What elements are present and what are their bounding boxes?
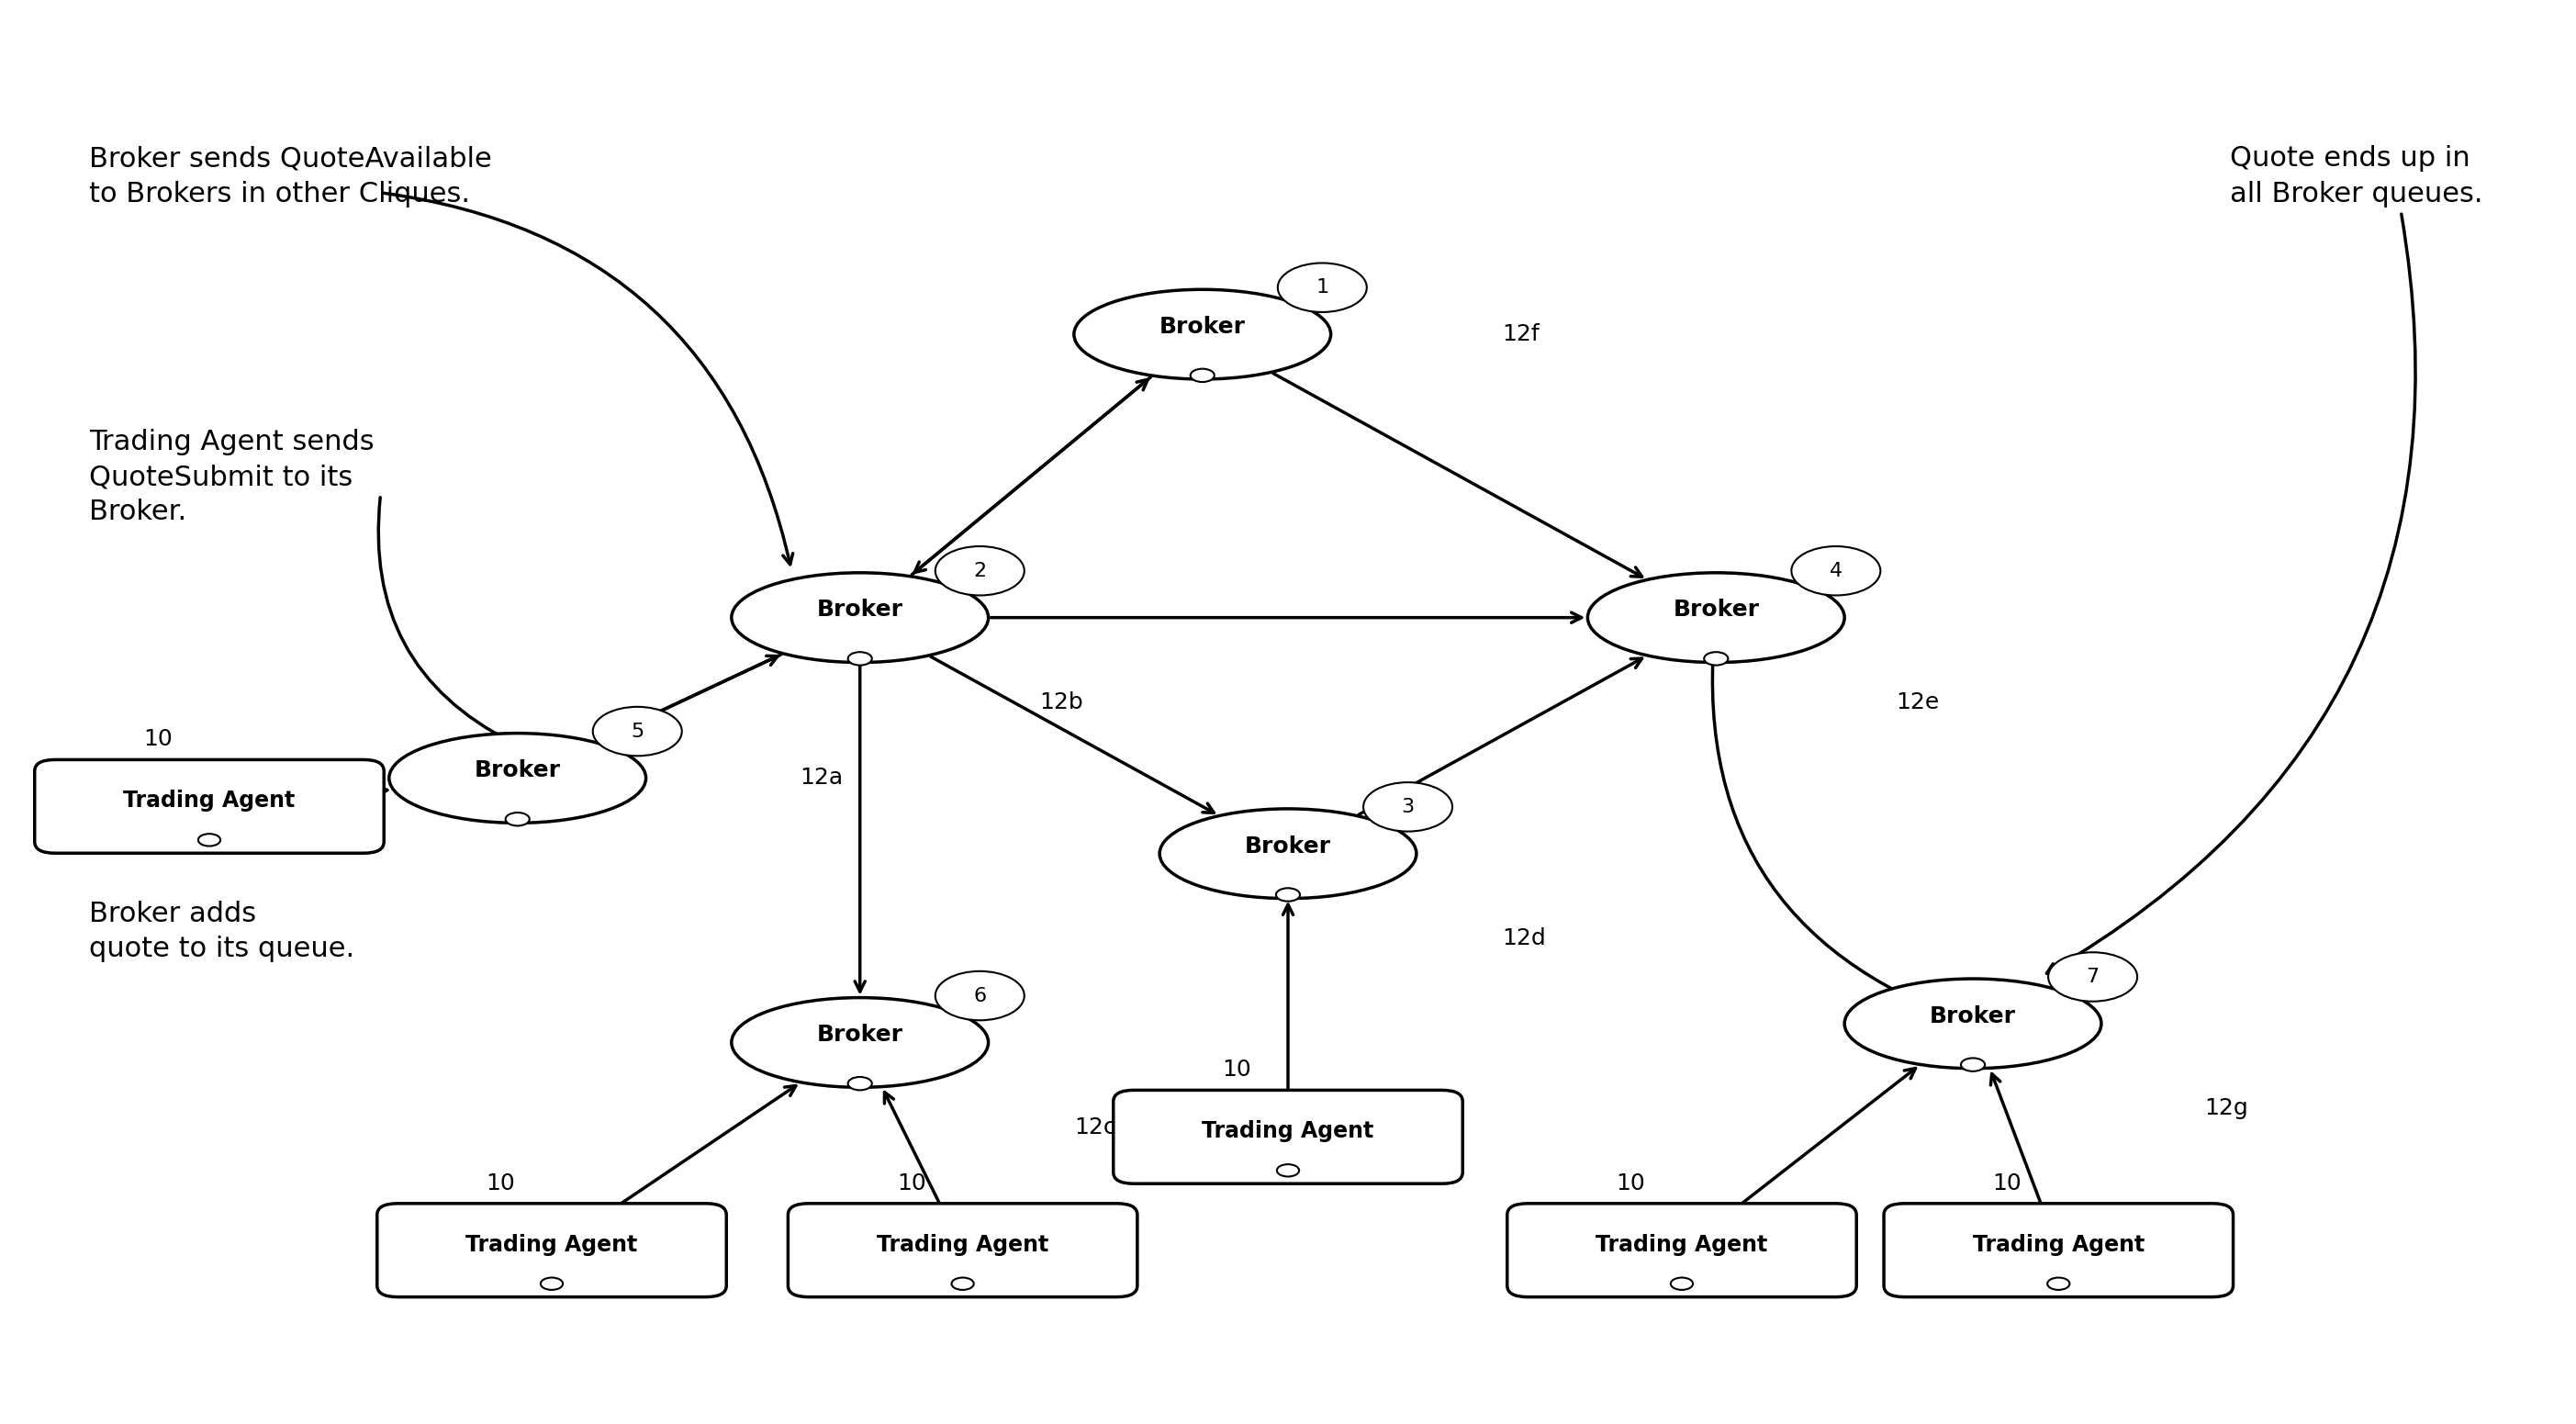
Text: 6: 6 <box>974 987 987 1005</box>
Text: 12c: 12c <box>1074 1116 1115 1138</box>
Text: 10: 10 <box>1615 1172 1646 1195</box>
FancyBboxPatch shape <box>376 1203 726 1297</box>
FancyBboxPatch shape <box>33 759 384 853</box>
Circle shape <box>1275 889 1301 901</box>
FancyBboxPatch shape <box>788 1203 1139 1297</box>
Text: Trading Agent: Trading Agent <box>124 790 296 812</box>
Ellipse shape <box>1844 978 2102 1068</box>
FancyBboxPatch shape <box>1883 1203 2233 1297</box>
Text: 10: 10 <box>896 1172 925 1195</box>
Text: 7: 7 <box>2087 968 2099 985</box>
Text: 12g: 12g <box>2205 1098 2249 1119</box>
Text: Broker: Broker <box>817 1024 904 1047</box>
Text: Broker: Broker <box>1929 1005 2017 1027</box>
Text: Broker: Broker <box>817 600 904 621</box>
Text: 12e: 12e <box>1896 692 1940 713</box>
Text: Trading Agent: Trading Agent <box>1597 1233 1767 1256</box>
Circle shape <box>1672 1277 1692 1290</box>
Text: Broker: Broker <box>1672 600 1759 621</box>
Text: 3: 3 <box>1401 797 1414 816</box>
Ellipse shape <box>389 733 647 823</box>
Circle shape <box>935 971 1025 1020</box>
Text: Trading Agent: Trading Agent <box>1973 1233 2143 1256</box>
Text: Trading Agent: Trading Agent <box>466 1233 639 1256</box>
Text: Trading Agent sends
QuoteSubmit to its
Broker.: Trading Agent sends QuoteSubmit to its B… <box>90 429 374 525</box>
Text: 10: 10 <box>1994 1172 2022 1195</box>
Circle shape <box>848 1077 871 1091</box>
Circle shape <box>592 706 683 756</box>
Circle shape <box>951 1277 974 1290</box>
FancyArrowPatch shape <box>379 497 513 742</box>
Circle shape <box>935 547 1025 595</box>
Text: Broker: Broker <box>474 759 562 782</box>
Circle shape <box>198 834 222 846</box>
Text: Trading Agent: Trading Agent <box>876 1233 1048 1256</box>
Circle shape <box>1278 1165 1298 1176</box>
Text: 10: 10 <box>487 1172 515 1195</box>
Ellipse shape <box>732 998 989 1088</box>
Text: Quote ends up in
all Broker queues.: Quote ends up in all Broker queues. <box>2231 145 2483 206</box>
Circle shape <box>2048 1277 2069 1290</box>
Text: 12b: 12b <box>1041 692 1084 713</box>
Text: 12d: 12d <box>1502 927 1546 950</box>
FancyArrowPatch shape <box>1713 619 1968 1022</box>
Ellipse shape <box>732 572 989 662</box>
Text: Broker: Broker <box>1159 316 1247 337</box>
FancyBboxPatch shape <box>1507 1203 1857 1297</box>
Text: 2: 2 <box>974 561 987 580</box>
Text: Trading Agent: Trading Agent <box>1203 1121 1373 1142</box>
Circle shape <box>1960 1058 1986 1071</box>
FancyArrowPatch shape <box>384 194 793 564</box>
Text: 12a: 12a <box>801 768 842 789</box>
Text: 4: 4 <box>1829 561 1842 580</box>
Circle shape <box>1363 782 1453 832</box>
Circle shape <box>1705 652 1728 665</box>
Circle shape <box>541 1277 564 1290</box>
Text: 10: 10 <box>1221 1058 1252 1081</box>
Ellipse shape <box>1587 572 1844 662</box>
Circle shape <box>1278 263 1368 312</box>
Circle shape <box>848 652 871 665</box>
Text: 12f: 12f <box>1502 323 1540 346</box>
Text: Broker: Broker <box>1244 834 1332 857</box>
FancyBboxPatch shape <box>1113 1091 1463 1183</box>
Circle shape <box>1790 547 1880 595</box>
Circle shape <box>505 813 531 826</box>
Text: Broker adds
quote to its queue.: Broker adds quote to its queue. <box>90 901 355 963</box>
Text: 1: 1 <box>1316 278 1329 296</box>
Ellipse shape <box>1159 809 1417 899</box>
Circle shape <box>1190 369 1213 382</box>
Text: 10: 10 <box>144 728 173 750</box>
Text: 5: 5 <box>631 722 644 740</box>
Circle shape <box>2048 953 2138 1001</box>
FancyArrowPatch shape <box>2048 214 2416 974</box>
Text: Broker sends QuoteAvailable
to Brokers in other Cliques.: Broker sends QuoteAvailable to Brokers i… <box>90 145 492 206</box>
Ellipse shape <box>1074 289 1332 379</box>
